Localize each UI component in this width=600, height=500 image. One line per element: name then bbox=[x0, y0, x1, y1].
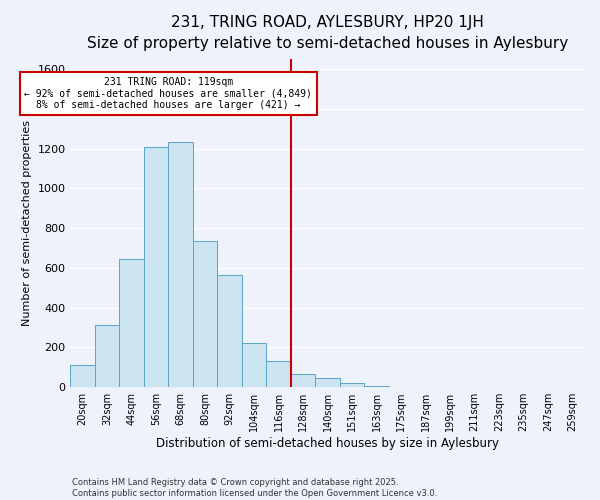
Bar bbox=[144, 146, 169, 387]
Bar bbox=[266, 362, 291, 387]
Text: Contains HM Land Registry data © Crown copyright and database right 2025.
Contai: Contains HM Land Registry data © Crown c… bbox=[72, 478, 437, 498]
Bar bbox=[340, 383, 364, 387]
Text: 231 TRING ROAD: 119sqm
← 92% of semi-detached houses are smaller (4,849)
8% of s: 231 TRING ROAD: 119sqm ← 92% of semi-det… bbox=[25, 77, 313, 110]
Y-axis label: Number of semi-detached properties: Number of semi-detached properties bbox=[22, 120, 32, 326]
Bar bbox=[70, 366, 95, 387]
Bar bbox=[217, 275, 242, 387]
Bar bbox=[316, 378, 340, 387]
Bar bbox=[169, 142, 193, 387]
Title: 231, TRING ROAD, AYLESBURY, HP20 1JH
Size of property relative to semi-detached : 231, TRING ROAD, AYLESBURY, HP20 1JH Siz… bbox=[87, 15, 568, 51]
Bar bbox=[291, 374, 316, 387]
Bar bbox=[95, 324, 119, 387]
X-axis label: Distribution of semi-detached houses by size in Aylesbury: Distribution of semi-detached houses by … bbox=[156, 437, 499, 450]
Bar bbox=[193, 241, 217, 387]
Bar bbox=[242, 344, 266, 387]
Bar bbox=[119, 259, 144, 387]
Bar bbox=[364, 386, 389, 387]
